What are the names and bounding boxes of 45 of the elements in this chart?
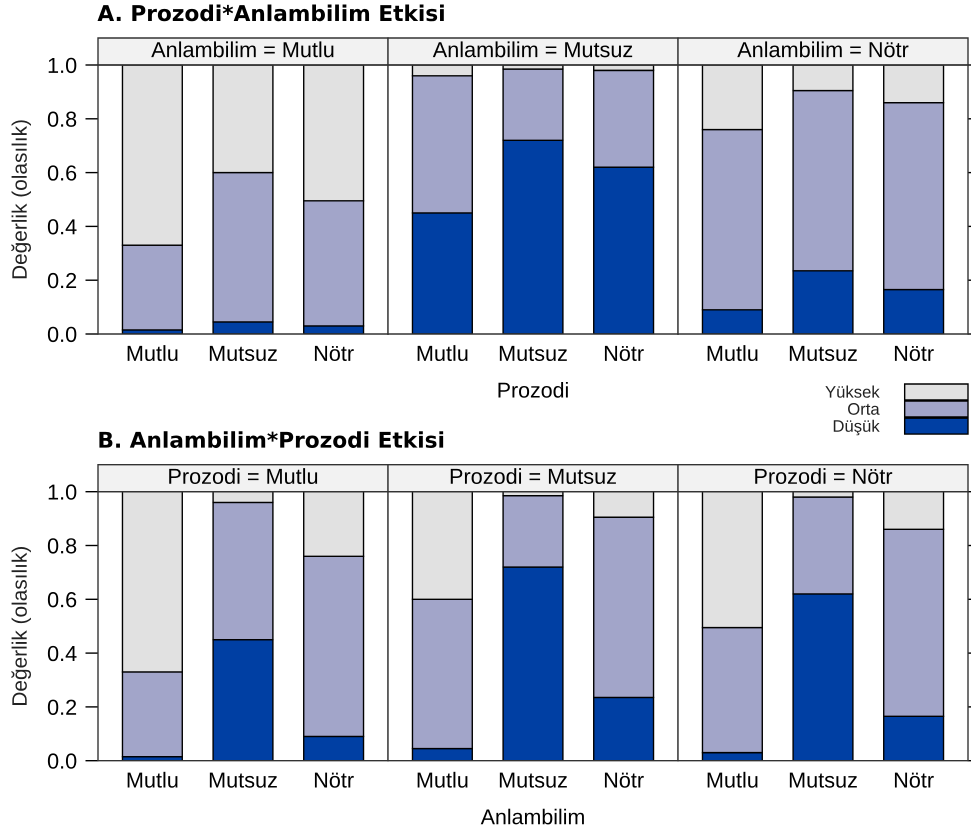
y-tick-label: 0.4 [48, 219, 77, 234]
x-tick-label: Nötr [604, 772, 644, 788]
x-tick-label: Nötr [894, 346, 934, 362]
x-tick-label: Mutlu [418, 772, 468, 788]
x-tick-label: Nötr [314, 346, 354, 362]
y-tick-label: 0.8 [48, 538, 76, 554]
chart-title: Anlambilim = Nötr [737, 41, 908, 58]
x-tick-label: Nötr [604, 346, 644, 362]
text: B. Anlambilim*Prozodi Etkisi [99, 431, 444, 448]
y-tick-label: 0.0 [48, 753, 76, 769]
x-axis-title: Prozodi [498, 382, 568, 398]
x-tick-label: Mutlu [708, 345, 758, 362]
y-tick-label: 0.2 [48, 700, 76, 715]
x-tick-label: Mutsuz [500, 772, 567, 788]
x-tick-label: Mutsuz [210, 772, 277, 788]
y-tick-label: 0.8 [48, 112, 76, 127]
legend-label: Düşük [834, 420, 880, 436]
x-axis-title: Anlambilim [480, 808, 584, 824]
chart-title: Anlambilim = Mutsuz [432, 41, 632, 58]
x-tick-label: Mutlu [128, 772, 178, 788]
chart-title: Anlambilim = Mutlu [151, 41, 334, 58]
x-tick-label: Mutlu [708, 772, 758, 788]
y-tick-label: 1.0 [48, 484, 76, 500]
y-axis-title: Değerlik (olasılık) [11, 120, 31, 278]
y-axis-title: Değerlik (olasılık) [11, 547, 31, 705]
x-tick-label: Mutlu [128, 345, 178, 362]
x-tick-label: Mutsuz [790, 772, 857, 788]
chart-title: Prozodi = Mutlu [169, 468, 318, 484]
y-tick-label: 0.6 [48, 165, 76, 181]
y-tick-label: 0.2 [48, 272, 76, 288]
legend-label: Yüksek [825, 386, 880, 398]
x-tick-label: Nötr [314, 772, 354, 788]
x-tick-label: Mutsuz [500, 346, 567, 362]
chart-title: Prozodi = Mutsuz [450, 468, 616, 484]
y-tick-label: 0.0 [48, 326, 76, 342]
x-tick-label: Mutsuz [790, 346, 857, 362]
legend-label: Orta [848, 403, 880, 415]
x-tick-label: Mutlu [418, 345, 468, 362]
text: A. Prozodi*Anlambilim Etkisi [98, 4, 444, 22]
chart-title: Prozodi = Nötr [755, 468, 892, 484]
y-tick-label: 0.4 [48, 646, 77, 662]
x-tick-label: Nötr [894, 772, 934, 788]
y-tick-label: 0.6 [48, 592, 76, 608]
x-tick-label: Mutsuz [210, 346, 277, 362]
y-tick-label: 1.0 [48, 58, 76, 74]
